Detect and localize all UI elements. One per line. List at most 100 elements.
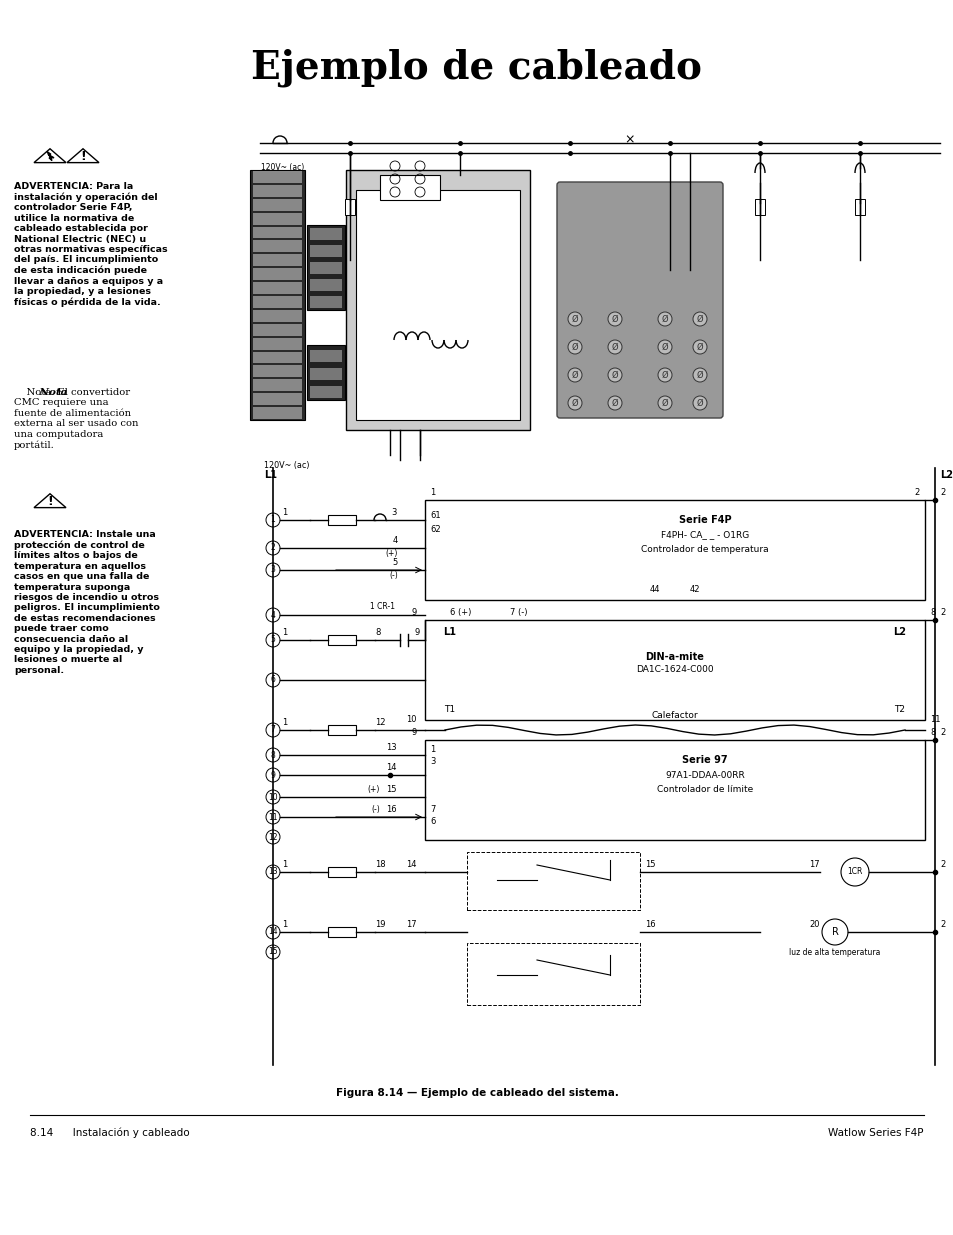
- Text: 97A1-DDAA-00RR: 97A1-DDAA-00RR: [664, 771, 744, 779]
- Text: 1: 1: [430, 488, 435, 496]
- Text: ⨯: ⨯: [624, 133, 635, 147]
- Bar: [467, 852, 639, 910]
- Text: 11: 11: [268, 813, 277, 821]
- Circle shape: [567, 368, 581, 382]
- Text: 1 CR-1: 1 CR-1: [370, 601, 395, 611]
- Bar: [307, 225, 345, 310]
- Bar: [345, 199, 355, 215]
- Circle shape: [658, 396, 671, 410]
- Bar: [310, 387, 341, 398]
- Text: 5: 5: [271, 636, 275, 645]
- Text: ​Nota. El convertidor
CMC requiere una
fuente de alimentación
externa al ser usa: ​Nota. El convertidor CMC requiere una f…: [14, 388, 138, 450]
- Text: Serie F4P: Serie F4P: [678, 515, 731, 525]
- Text: 1CR: 1CR: [846, 867, 862, 877]
- Circle shape: [692, 312, 706, 326]
- Text: 8: 8: [271, 751, 275, 760]
- Text: R: R: [831, 927, 838, 937]
- Text: Figura 8.14 — Ejemplo de cableado del sistema.: Figura 8.14 — Ejemplo de cableado del si…: [335, 1088, 618, 1098]
- Text: 7: 7: [430, 805, 435, 815]
- Bar: [310, 368, 341, 380]
- Bar: [253, 310, 302, 322]
- Text: luz de alta temperatura: luz de alta temperatura: [788, 948, 880, 957]
- Text: DIN-a-mite: DIN-a-mite: [645, 652, 703, 662]
- Text: 9: 9: [412, 608, 416, 618]
- Text: 61: 61: [430, 510, 440, 520]
- Text: 16: 16: [644, 920, 655, 929]
- Text: 1: 1: [282, 718, 287, 727]
- Text: 7: 7: [271, 725, 275, 735]
- Text: 9: 9: [412, 727, 416, 737]
- Text: (-): (-): [371, 805, 379, 814]
- Text: Ø: Ø: [571, 342, 578, 352]
- Text: 3: 3: [430, 757, 435, 767]
- Circle shape: [658, 340, 671, 354]
- Text: (+): (+): [385, 550, 397, 558]
- Text: 5: 5: [393, 558, 397, 567]
- Text: L1: L1: [264, 471, 276, 480]
- Text: 2: 2: [939, 860, 944, 869]
- Text: 6 (+): 6 (+): [450, 608, 471, 618]
- Circle shape: [658, 312, 671, 326]
- Text: Ø: Ø: [611, 399, 618, 408]
- Text: 14: 14: [406, 860, 416, 869]
- Text: T1: T1: [444, 705, 456, 715]
- Bar: [310, 350, 341, 362]
- Text: 19: 19: [375, 920, 385, 929]
- Bar: [346, 170, 530, 430]
- Bar: [253, 337, 302, 350]
- Text: Ø: Ø: [661, 315, 668, 324]
- Text: 1: 1: [282, 920, 287, 929]
- Text: Ø: Ø: [661, 370, 668, 379]
- Text: 15: 15: [644, 860, 655, 869]
- Text: Controlador de límite: Controlador de límite: [657, 785, 752, 794]
- Text: ADVERTENCIA: Para la
instalación y operación del
controlador Serie F4P,
utilice : ADVERTENCIA: Para la instalación y opera…: [14, 182, 168, 308]
- Text: Calefactor: Calefactor: [651, 711, 698, 720]
- Text: 10: 10: [268, 793, 277, 802]
- Bar: [253, 170, 302, 183]
- Text: Nota. El convertidor
CMC requiere una
fuente de alimentación
externa al ser usad: Nota. El convertidor CMC requiere una fu…: [25, 388, 153, 450]
- Circle shape: [607, 312, 621, 326]
- Text: Ø: Ø: [661, 399, 668, 408]
- Text: 6: 6: [271, 676, 275, 684]
- Text: 14: 14: [268, 927, 277, 936]
- Text: Ø: Ø: [696, 315, 702, 324]
- Bar: [328, 927, 356, 937]
- Bar: [310, 279, 341, 291]
- Text: 9: 9: [271, 771, 275, 779]
- Circle shape: [567, 340, 581, 354]
- Text: 15: 15: [386, 785, 396, 794]
- Bar: [310, 245, 341, 257]
- Text: 17: 17: [406, 920, 416, 929]
- Text: Ø: Ø: [611, 370, 618, 379]
- Text: T2: T2: [894, 705, 904, 715]
- Text: Nota: Nota: [25, 388, 68, 396]
- Text: 1: 1: [282, 629, 287, 637]
- Text: 2: 2: [914, 488, 919, 496]
- Text: 1: 1: [282, 508, 287, 517]
- Text: 1: 1: [430, 746, 435, 755]
- FancyBboxPatch shape: [557, 182, 722, 417]
- Bar: [328, 867, 356, 877]
- Bar: [424, 620, 924, 720]
- Text: Serie 97: Serie 97: [681, 755, 727, 764]
- Text: 44: 44: [649, 585, 659, 594]
- Text: L1: L1: [443, 627, 456, 637]
- Text: 6: 6: [430, 818, 435, 826]
- Text: 20: 20: [809, 920, 820, 929]
- Text: 4: 4: [393, 536, 397, 545]
- Text: 13: 13: [386, 743, 396, 752]
- Text: Controlador de temperatura: Controlador de temperatura: [640, 546, 768, 555]
- Text: 1: 1: [282, 860, 287, 869]
- Bar: [310, 296, 341, 308]
- Text: 8: 8: [929, 608, 934, 618]
- Text: 2: 2: [939, 920, 944, 929]
- Text: Ø: Ø: [661, 342, 668, 352]
- Text: 18: 18: [375, 860, 385, 869]
- Text: 8: 8: [929, 727, 934, 737]
- Bar: [253, 366, 302, 378]
- Text: 42: 42: [689, 585, 700, 594]
- Text: 17: 17: [808, 860, 820, 869]
- Text: DA1C-1624-C000: DA1C-1624-C000: [636, 666, 713, 674]
- Bar: [379, 175, 439, 200]
- Text: Ø: Ø: [611, 342, 618, 352]
